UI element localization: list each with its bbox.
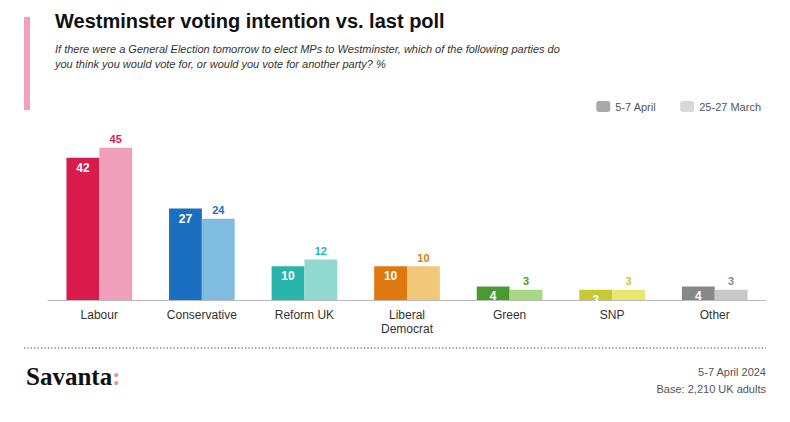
svg-text:Base: 2,210 UK adults: Base: 2,210 UK adults [657,383,767,395]
svg-text:Other: Other [700,308,730,322]
svg-text:Reform UK: Reform UK [275,308,334,322]
svg-text:4: 4 [695,289,702,303]
svg-text::: : [112,363,120,390]
svg-text:Democrat: Democrat [381,322,434,336]
svg-text:3: 3 [625,275,631,287]
svg-text:4: 4 [490,289,497,303]
svg-text:25-27 March: 25-27 March [699,101,761,113]
svg-text:42: 42 [76,161,90,175]
svg-text:Liberal: Liberal [389,308,425,322]
svg-text:5-7 April: 5-7 April [615,101,655,113]
svg-text:45: 45 [110,133,122,145]
svg-text:you think you would vote for,: you think you would vote for, or would y… [54,58,386,70]
svg-text:Labour: Labour [81,308,118,322]
svg-text:27: 27 [179,212,193,226]
svg-text:3: 3 [523,275,529,287]
svg-text:12: 12 [315,245,327,257]
svg-text:Savanta: Savanta [26,363,113,390]
svg-text:5-7 April 2024: 5-7 April 2024 [698,366,766,378]
svg-text:24: 24 [212,204,225,216]
svg-text:10: 10 [417,252,429,264]
svg-text:Conservative: Conservative [167,308,237,322]
svg-text:10: 10 [281,269,295,283]
svg-text:10: 10 [384,269,398,283]
svg-text:If there were a General Electi: If there were a General Election tomorro… [55,43,560,55]
svg-text:SNP: SNP [600,308,625,322]
svg-text:Westminster voting intention v: Westminster voting intention vs. last po… [55,10,445,32]
svg-text:3: 3 [592,293,599,307]
svg-text:3: 3 [728,275,734,287]
svg-text:Green: Green [493,308,526,322]
